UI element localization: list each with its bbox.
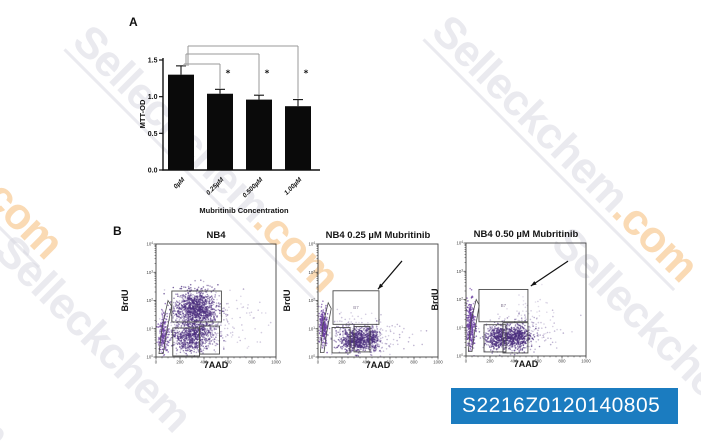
svg-text:0: 0 [155,360,158,365]
svg-text:Mubritinib Concentration: Mubritinib Concentration [199,206,289,215]
svg-text:104: 104 [146,241,153,247]
svg-text:100: 100 [146,354,153,360]
svg-text:102: 102 [308,298,315,304]
svg-text:B7: B7 [194,304,200,309]
svg-text:0µM: 0µM [172,176,186,190]
svg-text:0.500µM: 0.500µM [241,176,264,199]
svg-text:103: 103 [146,269,153,275]
mtt-od-bar-chart: 0.0 0.5 1.0 1.5 MTT-OD 0µM 0.25µM 0.500µM 1.00µM… [138,45,320,215]
svg-text:100: 100 [308,354,315,360]
svg-text:101: 101 [308,326,315,332]
svg-text:1.0: 1.0 [148,94,158,101]
flow-plot-nb4-control: NB4 BrdU 7AAD 100 101 102 103 104 0 200 400 600 800 1… [120,230,281,370]
svg-text:600: 600 [224,360,232,365]
svg-text:*: * [226,69,231,79]
svg-text:1.5: 1.5 [148,58,158,65]
svg-text:101: 101 [146,326,153,332]
svg-text:*: * [304,69,309,79]
watermark-text: Selleckchem.com [0,0,73,268]
svg-text:BrdU: BrdU [282,290,292,312]
svg-text:400: 400 [362,360,370,365]
svg-text:1000: 1000 [271,360,281,365]
panel-a-label: A [129,15,138,29]
watermark-text: chem [0,345,19,448]
svg-text:0.25µM: 0.25µM [205,176,226,197]
svg-text:7AAD: 7AAD [366,360,391,370]
flow-plot-nb4-0.25um: NB4 0.25 µM Mubritinib BrdU 7AAD 100 101 102 1… [282,230,443,370]
panel-b-label: B [113,224,122,238]
svg-text:NB4: NB4 [206,230,226,241]
svg-text:B7: B7 [353,305,359,310]
svg-text:1.00µM: 1.00µM [283,176,304,197]
svg-text:0: 0 [317,360,320,365]
svg-text:200: 200 [176,360,184,365]
svg-text:102: 102 [146,298,153,304]
svg-text:0.5: 0.5 [148,131,158,138]
svg-text:200: 200 [338,360,346,365]
svg-text:0.0: 0.0 [148,168,158,175]
svg-text:*: * [265,69,270,79]
watermark-corner-part: chem [0,345,19,448]
svg-text:400: 400 [200,360,208,365]
flow-plot-nb4-0.50um: NB4 0.50 µM MubritinibBrdU7AAD1001011021… [430,229,591,369]
svg-text:BrdU: BrdU [120,290,130,312]
svg-text:800: 800 [248,360,256,365]
svg-text:103: 103 [308,269,315,275]
svg-text:NB4 0.25 µM Mubritinib: NB4 0.25 µM Mubritinib [326,230,431,241]
catalog-number-badge: S2216Z0120140805 [451,388,678,424]
svg-text:104: 104 [308,241,315,247]
watermark-gray-part: Selleckchem [422,5,638,222]
svg-text:1000: 1000 [433,360,443,365]
svg-text:7AAD: 7AAD [204,360,229,370]
svg-text:MTT-OD: MTT-OD [138,99,147,128]
svg-text:600: 600 [386,360,394,365]
svg-text:800: 800 [410,360,418,365]
